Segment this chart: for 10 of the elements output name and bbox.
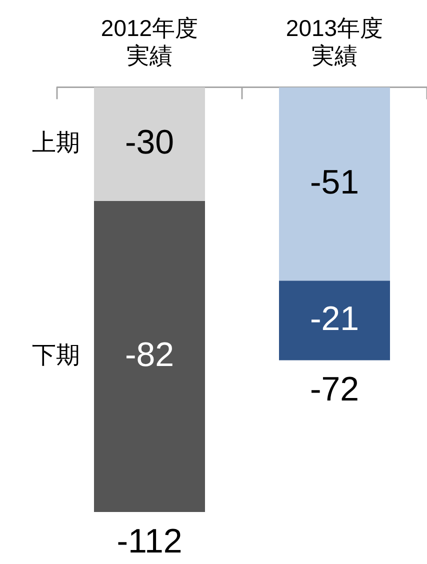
total-label: -72 <box>310 370 360 409</box>
total-label: -112 <box>116 522 182 560</box>
data-label: -51 <box>310 163 360 202</box>
data-label: -82 <box>124 336 174 374</box>
x-tick-label: 2012年度実績 <box>100 15 198 69</box>
x-tick-label: 2013年度実績 <box>286 15 384 69</box>
data-label: -30 <box>124 123 174 162</box>
series-label: 下期 <box>32 342 80 370</box>
data-label: -21 <box>310 300 360 338</box>
series-label: 上期 <box>32 130 80 157</box>
